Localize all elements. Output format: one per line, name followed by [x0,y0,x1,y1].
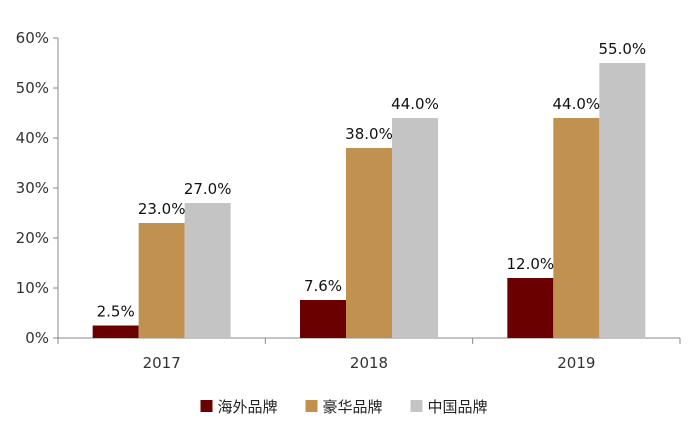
x-tick-label: 2017 [143,354,181,372]
legend-swatch [305,400,318,412]
legend-label: 海外品牌 [218,398,278,416]
y-tick-label: 20% [16,229,49,247]
y-axis: 0% 10% 20% 30% 40% 50% 60% [16,29,59,347]
data-label: 55.0% [599,40,647,58]
legend-label: 中国品牌 [428,398,488,416]
bars [92,63,646,338]
x-tick-label: 2018 [350,354,388,372]
data-label: 38.0% [345,125,393,143]
bar [346,148,392,338]
bar [553,118,600,338]
bar [184,203,231,338]
y-tick-label: 0% [25,329,49,347]
legend-label: 豪华品牌 [323,398,383,416]
x-tick-label: 2019 [557,354,595,372]
bar [599,63,646,338]
data-labels: 2.5% 23.0% 27.0% 7.6% 38.0% 44.0% 12.0% 44.0% 55… [97,40,647,321]
x-axis: 2017 2018 2019 [57,337,681,372]
bar [138,223,185,338]
bar [507,278,554,338]
data-label: 12.0% [507,255,555,273]
data-label: 44.0% [553,95,601,113]
data-label: 27.0% [184,180,232,198]
data-label: 23.0% [138,200,186,218]
bar [92,325,139,338]
bar [300,300,346,338]
y-tick-label: 10% [16,279,49,297]
legend-swatch [410,400,423,412]
data-label: 7.6% [304,277,342,295]
y-tick-label: 60% [16,29,49,47]
y-tick-label: 40% [16,129,49,147]
legend: 海外品牌 豪华品牌 中国品牌 [200,398,488,416]
data-label: 44.0% [391,95,439,113]
bar [392,118,438,338]
legend-swatch [200,400,213,412]
data-label: 2.5% [97,303,135,321]
y-tick-label: 50% [16,79,49,97]
y-tick-label: 30% [16,179,49,197]
